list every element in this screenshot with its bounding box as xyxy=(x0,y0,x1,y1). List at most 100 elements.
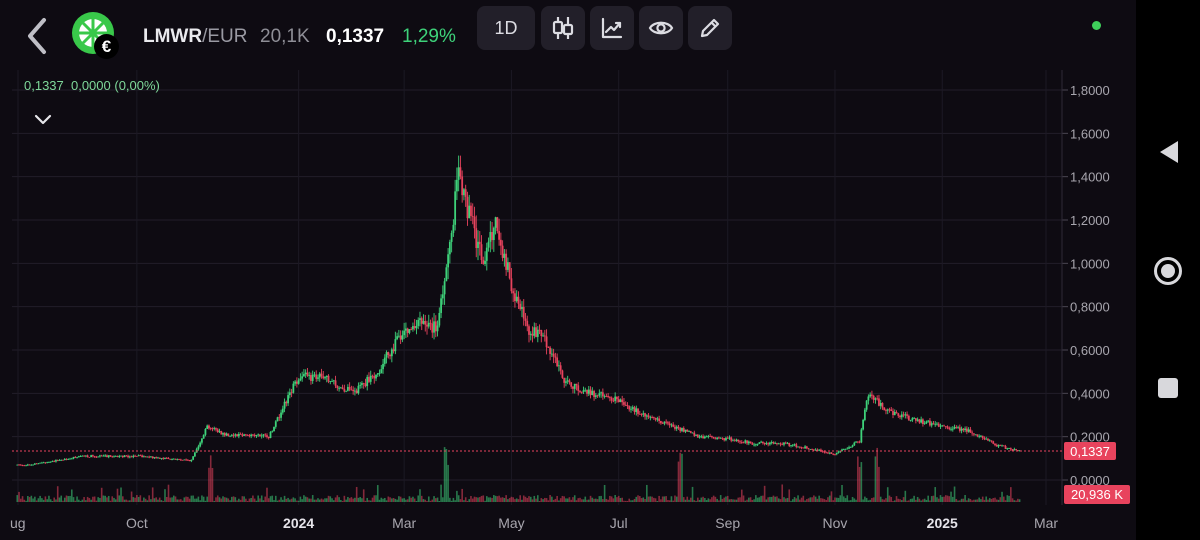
candle-body xyxy=(137,455,140,457)
candle-body xyxy=(962,428,965,431)
volume-bar xyxy=(482,495,485,502)
candle-body xyxy=(369,375,372,382)
candle-body xyxy=(438,312,441,326)
candle-body xyxy=(109,455,112,457)
volume-bar xyxy=(765,499,768,502)
home-nav-button[interactable] xyxy=(1153,256,1183,286)
candle-body xyxy=(626,405,629,407)
candle-body xyxy=(667,422,669,424)
candle-body xyxy=(336,385,339,389)
candle-body xyxy=(241,434,244,436)
volume-bar xyxy=(241,496,244,502)
candle-body xyxy=(408,329,411,333)
time-tick-label: 2025 xyxy=(927,515,958,531)
volume-bar xyxy=(102,495,105,502)
volume-bar xyxy=(350,497,353,502)
back-nav-button[interactable] xyxy=(1156,138,1182,166)
volume-bar xyxy=(46,499,48,502)
candle-body xyxy=(160,458,163,460)
candle-body xyxy=(600,392,602,394)
volume-bar xyxy=(106,497,108,502)
indicators-button[interactable] xyxy=(590,6,634,50)
candle-body xyxy=(767,443,770,445)
candle-body xyxy=(260,435,263,437)
candle-body xyxy=(608,396,611,398)
candle-body xyxy=(146,456,149,458)
volume-bar xyxy=(665,496,667,502)
volume-bar xyxy=(385,500,388,502)
candle-body xyxy=(116,456,119,457)
candle-body xyxy=(501,245,504,258)
candle-body xyxy=(930,423,933,426)
candle-body xyxy=(879,402,882,406)
volume-bar xyxy=(484,500,486,502)
candle-body xyxy=(978,436,981,438)
candle-body xyxy=(951,428,954,430)
candle-body xyxy=(863,409,866,420)
volume-bar xyxy=(660,499,662,502)
candle-body xyxy=(181,459,184,461)
candle-body xyxy=(39,462,42,464)
candle-body xyxy=(802,447,805,449)
candle-body xyxy=(703,436,706,439)
volume-bar xyxy=(72,497,75,502)
volume-bar xyxy=(378,499,381,502)
price-chart[interactable]: 1,8000 1,6000 1,4000 1,2000 1,0000 0,8000 0,60… xyxy=(0,70,1136,540)
volume-bar xyxy=(987,499,989,502)
candle-body xyxy=(378,373,381,374)
candle-body xyxy=(99,455,101,457)
candle-body xyxy=(536,329,539,337)
candle-body xyxy=(72,456,75,459)
candle-body xyxy=(805,446,808,449)
volume-bar xyxy=(695,500,697,502)
candle-body xyxy=(1004,446,1007,449)
back-button[interactable] xyxy=(20,14,54,58)
volume-bar xyxy=(63,497,66,502)
volume-bar xyxy=(631,500,634,502)
candle-body xyxy=(797,446,799,448)
candle-body xyxy=(730,437,733,441)
time-tick-label: Sep xyxy=(715,515,740,531)
interval-button[interactable]: 1D xyxy=(477,6,535,50)
candle-body xyxy=(348,386,351,390)
draw-button[interactable] xyxy=(688,6,732,50)
volume-bar xyxy=(726,495,729,502)
price-tick-label: 1,2000 xyxy=(1070,213,1110,228)
volume-bar xyxy=(109,500,112,502)
volume-bar xyxy=(598,496,601,502)
candle-body xyxy=(758,442,761,444)
volume-bar xyxy=(86,496,89,502)
candle-body xyxy=(798,446,801,448)
candle-body xyxy=(874,398,877,400)
volume-bar xyxy=(185,496,187,502)
collapse-legend-button[interactable] xyxy=(32,108,54,130)
candle-body xyxy=(158,457,161,459)
volume-bar xyxy=(656,500,659,502)
visibility-button[interactable] xyxy=(639,6,683,50)
candle-body xyxy=(190,459,193,462)
candle-body xyxy=(294,381,297,384)
volume-bar xyxy=(357,497,360,502)
volume-bar xyxy=(505,495,507,502)
volume-bar xyxy=(480,495,483,502)
volume-bar xyxy=(220,498,223,502)
candle-body xyxy=(522,307,525,319)
candle-body xyxy=(419,318,421,320)
volume-bar xyxy=(971,500,973,502)
volume-bar xyxy=(143,497,145,502)
volume-bar xyxy=(827,497,829,502)
candle-body xyxy=(749,441,752,444)
volume-bar xyxy=(848,500,850,502)
candle-body xyxy=(769,442,771,445)
candle-body xyxy=(973,433,975,435)
volume-bar xyxy=(199,500,201,502)
volume-bar xyxy=(366,497,369,502)
volume-bar xyxy=(718,500,720,502)
chart-type-button[interactable] xyxy=(541,6,585,50)
volume-bar xyxy=(250,497,252,502)
volume-bar xyxy=(918,498,921,502)
time-tick-label: Mar xyxy=(1034,515,1058,531)
candle-body xyxy=(216,429,219,433)
volume-bar xyxy=(596,499,599,502)
recents-nav-button[interactable] xyxy=(1157,377,1179,399)
